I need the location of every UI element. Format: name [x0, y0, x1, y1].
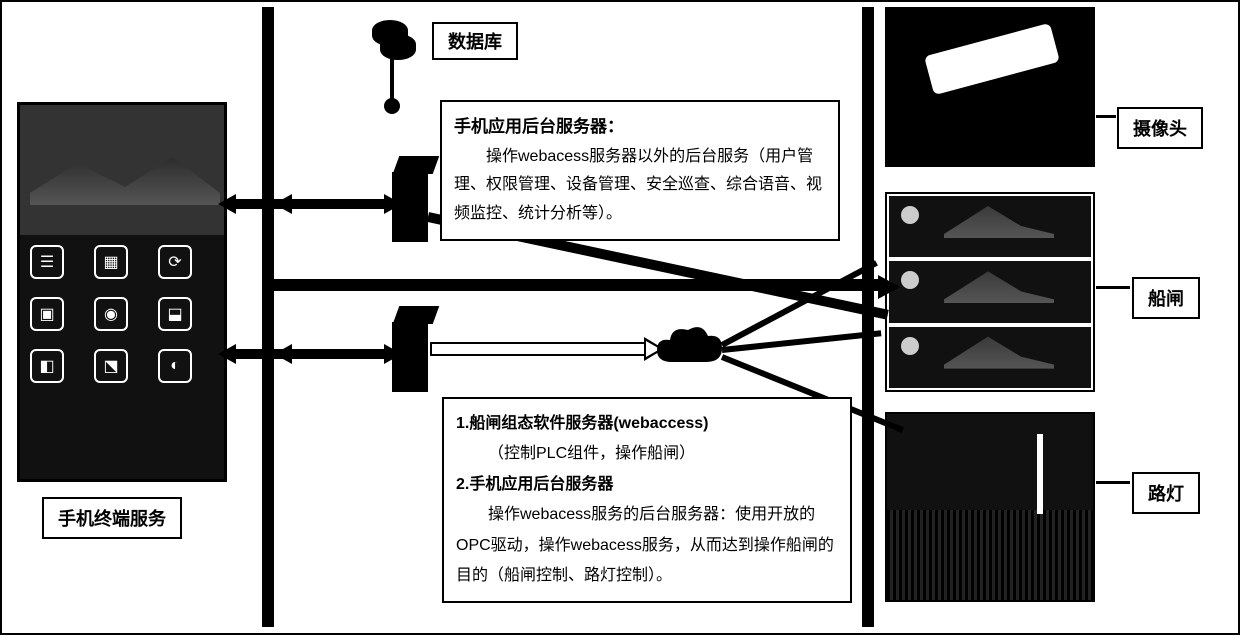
cloud-icon — [652, 322, 726, 370]
shiplock-row — [889, 196, 1091, 257]
arrow-head — [384, 194, 402, 214]
app-icon: ⟳ — [158, 245, 192, 279]
connector-cam — [1096, 115, 1116, 118]
app-icon: ◧ — [30, 349, 64, 383]
arrow-head — [218, 344, 236, 364]
shiplock-row — [889, 261, 1091, 322]
app-icon: ▣ — [30, 297, 64, 331]
connector-light — [1096, 481, 1130, 484]
box2-line2: 2.手机应用后台服务器 — [456, 470, 838, 500]
arrow-head — [274, 344, 292, 364]
webaccess-description-box: 1.船闸组态软件服务器(webaccess) （控制PLC组件，操作船闸） 2.… — [442, 397, 852, 603]
database-label: 数据库 — [432, 22, 518, 60]
app-icon: ☰ — [30, 245, 64, 279]
box1-body: 操作webacess服务器以外的后台服务（用户管理、权限管理、设备管理、安全巡查… — [454, 143, 826, 229]
network-bus-right — [862, 7, 874, 627]
hollow-arrow-server-cloud — [430, 342, 648, 356]
box2-line1-sub: （控制PLC组件，操作船闸） — [456, 439, 838, 469]
box1-title: 手机应用后台服务器： — [454, 112, 826, 143]
arrow-phone-bus-2 — [232, 349, 262, 359]
arrow-phone-bus-1 — [232, 199, 262, 209]
app-icon: ◉ — [94, 297, 128, 331]
camera-image — [885, 7, 1095, 167]
phone-app-grid: ☰ ▦ ⟳ ▣ ◉ ⬓ ◧ ⬔ ◐ — [20, 235, 224, 393]
box2-line1: 1.船闸组态软件服务器(webaccess) — [456, 409, 838, 439]
app-icon: ⬔ — [94, 349, 128, 383]
app-server-description-box: 手机应用后台服务器： 操作webacess服务器以外的后台服务（用户管理、权限管… — [440, 100, 840, 241]
camera-label: 摄像头 — [1117, 107, 1203, 149]
arrow-head — [274, 194, 292, 214]
arrow-head — [218, 194, 236, 214]
shiplock-label: 船闸 — [1132, 277, 1200, 319]
phone-label: 手机终端服务 — [42, 497, 182, 539]
app-icon: ◐ — [158, 349, 192, 383]
shiplock-row — [889, 327, 1091, 388]
streetlight-label: 路灯 — [1132, 472, 1200, 514]
phone-mockup: ☰ ▦ ⟳ ▣ ◉ ⬓ ◧ ⬔ ◐ — [17, 102, 227, 482]
phone-image — [20, 105, 224, 235]
connector-lock — [1096, 286, 1130, 289]
streetlight-image — [885, 412, 1095, 602]
app-icon: ⬓ — [158, 297, 192, 331]
arrow-head — [878, 275, 900, 299]
arrow-head — [384, 344, 402, 364]
shiplock-image-group — [885, 192, 1095, 392]
diagram-canvas: ☰ ▦ ⟳ ▣ ◉ ⬓ ◧ ⬔ ◐ 手机终端服务 数据库 手机应用后台服务器： … — [0, 0, 1240, 635]
app-icon: ▦ — [94, 245, 128, 279]
box2-line2-body: 操作webacess服务的后台服务器：使用开放的OPC驱动，操作webacess… — [456, 500, 838, 591]
network-bus-left — [262, 7, 274, 627]
